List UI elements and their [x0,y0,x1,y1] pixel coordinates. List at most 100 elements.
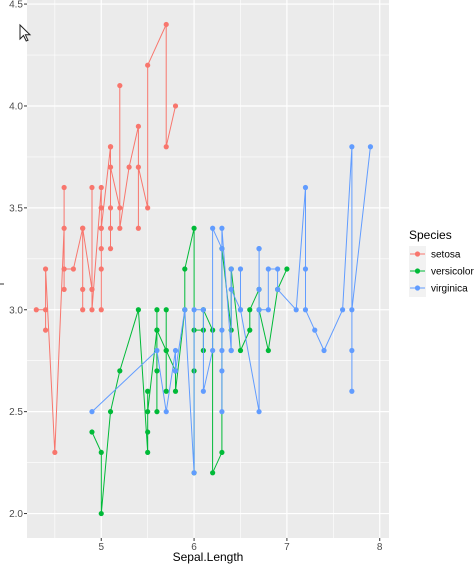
data-point [302,307,309,313]
data-point [61,225,67,231]
data-point [210,225,216,231]
legend-key-point [414,268,421,274]
data-point [135,307,141,313]
data-point [89,286,95,292]
data-point [302,266,309,272]
data-point [89,184,95,191]
y-tick-label: 3.5 [9,203,23,214]
x-axis-title: Sepal.Length [173,550,244,564]
data-point [210,470,216,476]
data-point [191,225,197,231]
data-point [182,307,188,313]
x-tick-label: 6 [191,542,197,553]
data-point [349,347,355,354]
data-point [349,307,355,313]
data-point [61,184,67,191]
data-point [237,307,244,313]
data-point [275,286,281,292]
data-point [126,164,132,170]
legend-item-virginica: virginica [409,280,468,297]
data-point [107,409,114,415]
data-point [107,144,114,150]
data-point [33,307,39,313]
series-virginica [89,144,374,476]
data-point [154,307,160,313]
data-point [117,82,123,89]
data-point [237,266,244,272]
data-point [339,307,346,313]
data-point [265,347,271,354]
data-point [154,327,160,333]
data-point [107,205,114,211]
data-point [228,266,234,272]
data-point [42,327,49,333]
data-point [98,225,104,231]
x-tick-label: 8 [377,542,383,553]
legend-key-point [414,285,421,291]
x-tick-label: 7 [284,542,290,553]
data-point [219,246,225,252]
data-point [163,409,169,415]
data-point [61,286,67,292]
data-point [172,347,179,354]
data-point [293,307,299,313]
x-tick-label: 5 [98,542,104,553]
y-tick-label: 2.0 [9,509,23,520]
legend-label: setosa [431,250,461,261]
data-point [135,164,141,170]
data-point [247,327,253,333]
data-point [145,409,151,415]
y-tick-label: 2.5 [9,407,23,418]
data-point [135,225,141,231]
data-point [98,184,104,191]
data-point [275,266,281,272]
y-tick-label: 4.0 [9,101,23,112]
y-tick-label: 4.5 [9,0,23,11]
series-layer [33,21,374,517]
data-point [42,307,49,313]
data-point [219,409,225,415]
data-point [80,225,86,231]
data-point [256,409,262,415]
data-point [265,307,271,313]
data-point [107,246,114,252]
data-point [98,307,104,313]
series-setosa [33,21,179,456]
data-point [172,103,179,109]
legend-label: virginica [431,284,468,295]
data-point [163,307,169,313]
data-point [191,307,197,313]
y-tick-label: 3.0 [9,305,23,316]
data-point [219,368,225,374]
data-point [265,266,271,272]
data-point [182,266,188,272]
data-point [154,368,160,374]
data-point [80,286,86,292]
data-point [228,347,234,354]
data-point [135,123,141,129]
legend-item-versicolor: versicolor [409,263,474,280]
panel-background [27,0,389,538]
data-point [107,164,114,170]
data-point [172,388,179,394]
data-point [210,347,216,354]
data-point [107,225,114,231]
data-point [145,62,151,68]
data-point [61,266,67,272]
data-point [191,470,197,476]
data-point [163,388,169,394]
data-point [145,429,151,435]
data-point [247,307,253,313]
data-point [321,347,327,354]
legend-label: versicolor [431,267,474,278]
data-point [98,510,104,517]
data-point [145,205,151,211]
data-point [200,388,206,394]
series-line-versicolor [91,228,288,514]
legend: Species setosa versicolor virginica [409,228,474,297]
data-point [284,266,290,272]
y-tick-labels: 2.0 2.5 3.0 3.5 4.0 4.5 [9,0,23,520]
data-point [154,409,160,415]
data-point [42,266,49,272]
